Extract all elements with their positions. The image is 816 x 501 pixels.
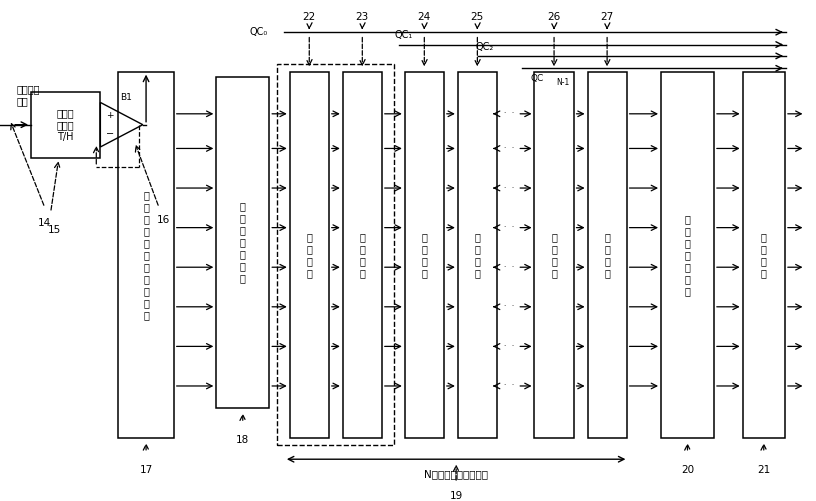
- Text: QC₂: QC₂: [476, 42, 494, 52]
- Text: 折
叠
电
路: 折 叠 电 路: [306, 232, 313, 278]
- Text: ·  ·  ·: · · ·: [496, 381, 514, 390]
- Text: 内
插
电
路: 内 插 电 路: [604, 232, 610, 278]
- Bar: [31, 92, 100, 158]
- Text: ·  ·  ·: · · ·: [496, 223, 514, 232]
- Text: QC: QC: [530, 74, 543, 83]
- Text: 折
叠
电
路: 折 叠 电 路: [551, 232, 557, 278]
- Bar: [277, 64, 394, 445]
- Bar: [588, 72, 627, 438]
- Bar: [458, 72, 497, 438]
- Text: 18: 18: [236, 435, 250, 445]
- Text: 27: 27: [601, 13, 614, 23]
- Text: 22: 22: [303, 13, 316, 23]
- Text: 内
插
电
路: 内 插 电 路: [474, 232, 481, 278]
- Text: ·  ·  ·: · · ·: [496, 183, 514, 192]
- Bar: [343, 72, 382, 438]
- Text: 比
较
器
电
路
阵
列: 比 较 器 电 路 阵 列: [685, 214, 690, 296]
- Text: 电
阻
串
参
考
电
压
产
生
电
路: 电 阻 串 参 考 电 压 产 生 电 路: [143, 190, 149, 320]
- Bar: [290, 72, 329, 438]
- Text: ·  ·  ·: · · ·: [496, 302, 514, 311]
- Bar: [118, 72, 174, 438]
- Text: 内
插
电
路: 内 插 电 路: [359, 232, 366, 278]
- Text: 20: 20: [681, 465, 694, 475]
- Bar: [534, 72, 574, 438]
- Text: ·  ·  ·: · · ·: [496, 263, 514, 272]
- Text: 模拟信号
输入: 模拟信号 输入: [16, 84, 40, 106]
- Text: 14: 14: [38, 217, 51, 227]
- Text: 23: 23: [356, 13, 369, 23]
- Text: 19: 19: [450, 491, 463, 501]
- Text: 25: 25: [471, 13, 484, 23]
- Text: ·  ·  ·: · · ·: [496, 144, 514, 153]
- Text: 16: 16: [157, 215, 170, 225]
- Text: 15: 15: [48, 225, 61, 235]
- Text: 编
码
电
路: 编 码 电 路: [761, 232, 767, 278]
- Text: 17: 17: [140, 465, 153, 475]
- Text: 26: 26: [548, 13, 561, 23]
- Bar: [743, 72, 785, 438]
- Text: N-1: N-1: [557, 78, 570, 87]
- Text: 21: 21: [757, 465, 770, 475]
- Bar: [661, 72, 714, 438]
- Text: QC₁: QC₁: [395, 30, 413, 40]
- Text: 折
叠
电
路: 折 叠 电 路: [421, 232, 428, 278]
- Text: 24: 24: [418, 13, 431, 23]
- Text: −: −: [106, 129, 114, 139]
- Text: ·  ·  ·: · · ·: [496, 342, 514, 351]
- Text: QC₀: QC₀: [250, 27, 268, 37]
- Text: 跟踪保
持电路
T/H: 跟踪保 持电路 T/H: [57, 108, 74, 142]
- Text: ·  ·  ·: · · ·: [496, 109, 514, 118]
- Text: 预
放
大
电
路
阵
列: 预 放 大 电 路 阵 列: [240, 201, 246, 284]
- Text: B1: B1: [121, 93, 132, 102]
- Bar: [216, 77, 269, 408]
- Bar: [405, 72, 444, 438]
- Text: N级级联折叠内插电路: N级级联折叠内插电路: [424, 469, 488, 479]
- Text: +: +: [106, 111, 114, 120]
